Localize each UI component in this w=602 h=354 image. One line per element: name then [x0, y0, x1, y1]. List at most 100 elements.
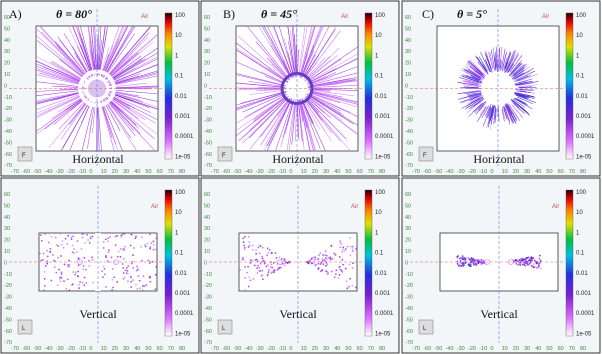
particle-pattern	[36, 26, 158, 151]
track	[464, 99, 480, 110]
track	[469, 94, 483, 102]
particle	[52, 259, 55, 262]
track	[309, 72, 337, 84]
particle	[241, 258, 244, 261]
track	[36, 97, 86, 135]
x-tick-label: 60	[357, 346, 363, 352]
track	[518, 86, 532, 88]
particle	[58, 268, 60, 271]
track	[36, 69, 81, 84]
particle	[150, 242, 153, 245]
track	[309, 78, 350, 87]
colorbar-label: 1e-05	[576, 154, 592, 160]
x-tick-label: -20	[267, 346, 275, 352]
particle	[61, 240, 64, 242]
air-label: Air	[151, 204, 158, 210]
particle	[81, 281, 84, 284]
particle	[351, 284, 354, 287]
x-tick-label: 80	[580, 169, 586, 175]
track	[236, 74, 285, 86]
track	[515, 98, 528, 106]
track	[490, 104, 496, 125]
x-tick-label: -70	[412, 346, 420, 352]
particle	[55, 271, 58, 274]
particle	[344, 248, 347, 250]
particle	[535, 262, 538, 265]
track	[502, 53, 506, 69]
particle	[477, 259, 480, 262]
colorbar-label: 100	[175, 13, 186, 19]
particle	[102, 265, 105, 268]
particle	[283, 264, 286, 267]
track	[468, 60, 484, 76]
track	[107, 96, 158, 136]
particle	[57, 256, 60, 259]
particle	[515, 262, 518, 265]
colorbar-label: 100	[175, 190, 186, 196]
track	[242, 94, 283, 113]
particle	[72, 235, 75, 238]
track	[77, 46, 91, 74]
track	[510, 98, 531, 116]
track	[252, 59, 289, 84]
track	[288, 41, 295, 76]
particle	[85, 282, 88, 285]
track	[109, 90, 158, 102]
x-tick-label: -30	[256, 169, 264, 175]
particle	[244, 235, 246, 238]
particle	[120, 236, 123, 238]
track	[462, 74, 480, 82]
track	[111, 92, 158, 108]
track	[511, 73, 526, 82]
track	[290, 30, 297, 78]
x-tick-label: 50	[546, 346, 552, 352]
track	[514, 89, 533, 91]
particle	[271, 266, 274, 269]
track	[458, 77, 479, 84]
x-tick-label: 50	[145, 346, 151, 352]
view-icon	[217, 146, 233, 162]
x-tick-label: 30	[323, 346, 329, 352]
track	[465, 75, 484, 83]
colorbar-label: 1e-05	[375, 154, 391, 160]
colorbar	[164, 12, 173, 160]
particle	[102, 240, 105, 243]
track	[111, 56, 158, 82]
x-tick-label: -50	[33, 169, 41, 175]
particle	[46, 260, 49, 262]
particle	[321, 258, 324, 260]
particle	[154, 248, 157, 251]
particle	[44, 265, 47, 267]
particle	[51, 254, 54, 256]
x-tick-label: 40	[134, 346, 140, 352]
particle	[151, 260, 154, 263]
particle	[137, 268, 139, 271]
particle	[532, 263, 535, 266]
track	[511, 67, 524, 78]
colorbar-label: 0.01	[576, 271, 588, 277]
track	[113, 89, 158, 95]
particle	[272, 261, 275, 264]
track	[103, 98, 131, 139]
particle	[50, 279, 53, 282]
colorbar-label: 1e-05	[576, 331, 592, 337]
y-tick-label: -40	[405, 306, 413, 312]
track	[102, 26, 125, 76]
particle	[481, 262, 484, 265]
particle	[319, 263, 322, 265]
track	[63, 32, 89, 74]
track	[475, 55, 489, 75]
particle	[134, 237, 137, 240]
particle	[130, 233, 133, 236]
track	[516, 94, 528, 100]
particle	[528, 259, 530, 262]
particle	[155, 265, 157, 268]
particle-pattern	[236, 26, 358, 151]
track	[489, 51, 494, 69]
track	[36, 55, 83, 81]
track	[515, 70, 536, 81]
air-label: Air	[552, 204, 559, 210]
panel-label: B)	[223, 7, 235, 21]
particle	[330, 270, 333, 273]
particle	[60, 273, 63, 275]
